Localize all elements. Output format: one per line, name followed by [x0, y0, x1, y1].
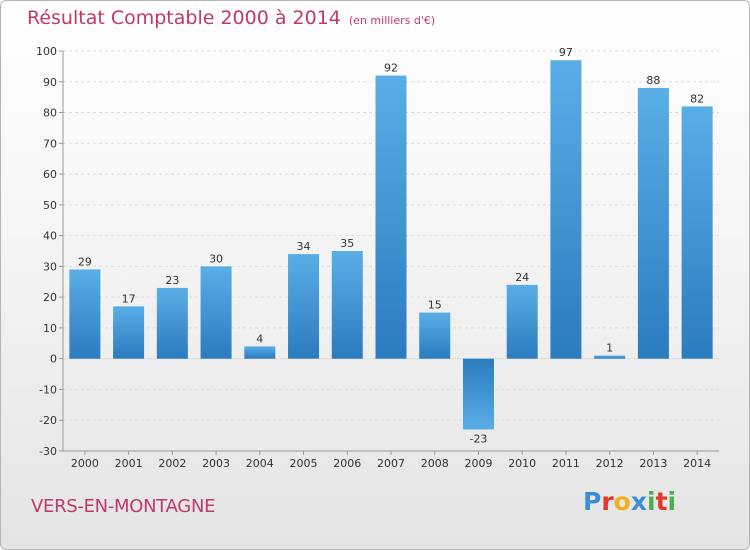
y-tick-label: -10	[39, 383, 57, 396]
data-label: 17	[122, 292, 136, 305]
bar	[375, 75, 407, 359]
bar	[681, 106, 713, 359]
x-tick-label: 2004	[246, 457, 274, 470]
x-tick-label: 2005	[290, 457, 318, 470]
x-tick-label: 2009	[464, 457, 492, 470]
proxiti-logo[interactable]: Proxiti	[583, 487, 676, 516]
y-tick-label: -30	[39, 445, 57, 458]
y-tick-labels: -30 -20 -10 0 10 20 30 40 50 60 70 80 90 100	[36, 45, 57, 458]
y-tick-label: 50	[43, 199, 57, 212]
x-tick-label: 2008	[421, 457, 449, 470]
data-label: 88	[646, 74, 660, 87]
bar	[594, 355, 626, 359]
data-label: 30	[209, 252, 223, 265]
data-label: 23	[165, 274, 179, 287]
y-tick-label: -20	[39, 414, 57, 427]
bar	[200, 266, 232, 359]
bars	[69, 60, 713, 430]
x-tick-label: 2014	[683, 457, 711, 470]
x-tick-label: 2006	[333, 457, 361, 470]
bar	[506, 284, 538, 359]
logo-letter: i	[647, 487, 656, 516]
data-labels: 29 17 23 30 4 34 35 92 15 -23 24 97 1 88 82	[78, 46, 704, 445]
data-label: 24	[515, 271, 529, 284]
y-tick-label: 20	[43, 291, 57, 304]
logo-letter: P	[583, 487, 602, 516]
commune-name: VERS-EN-MONTAGNE	[31, 496, 216, 517]
data-label: -23	[469, 432, 487, 445]
chart-subtitle: (en milliers d'€)	[348, 14, 436, 27]
data-label: 15	[428, 299, 442, 312]
bar	[331, 251, 363, 359]
bar	[244, 346, 276, 359]
x-tick-labels: 2000 2001 2002 2003 2004 2005 2006 2007 2008 2009…	[71, 457, 711, 470]
bar	[637, 87, 669, 359]
data-label: 29	[78, 255, 92, 268]
y-tick-label: 0	[50, 353, 57, 366]
chart-title: Résultat Comptable 2000 à 2014 (en millie…	[27, 7, 435, 29]
bar	[288, 254, 320, 359]
x-tick-label: 2002	[158, 457, 186, 470]
logo-letter: t	[655, 487, 668, 516]
y-tick-label: 10	[43, 322, 57, 335]
y-tick-label: 30	[43, 260, 57, 273]
bar	[113, 306, 145, 359]
data-label: 97	[559, 46, 573, 59]
x-tick-label: 2003	[202, 457, 230, 470]
axes	[59, 50, 719, 455]
y-tick-label: 80	[43, 107, 57, 120]
data-label: 1	[606, 342, 613, 355]
data-label: 82	[690, 92, 704, 105]
logo-letter: o	[613, 487, 631, 516]
bar	[69, 269, 101, 359]
data-label: 34	[297, 240, 311, 253]
data-label: 92	[384, 62, 398, 75]
x-tick-label: 2012	[596, 457, 624, 470]
data-label: 35	[340, 237, 354, 250]
bar	[550, 60, 582, 359]
bar	[156, 287, 188, 359]
logo-letter: i	[667, 487, 677, 516]
bar	[419, 312, 451, 359]
x-tick-label: 2001	[115, 457, 143, 470]
y-tick-label: 100	[36, 45, 57, 58]
gridlines	[63, 50, 719, 452]
x-tick-label: 2000	[71, 457, 99, 470]
title-text: Résultat Comptable 2000 à 2014	[27, 7, 341, 29]
logo-letter: r	[601, 487, 614, 516]
y-tick-label: 70	[43, 137, 57, 150]
y-tick-label: 60	[43, 168, 57, 181]
data-label: 4	[256, 332, 263, 345]
y-tick-label: 90	[43, 76, 57, 89]
x-tick-label: 2013	[639, 457, 667, 470]
bar	[462, 358, 494, 430]
x-tick-label: 2010	[508, 457, 536, 470]
y-tick-label: 40	[43, 230, 57, 243]
x-tick-label: 2011	[552, 457, 580, 470]
logo-letter: x	[630, 487, 647, 516]
x-tick-label: 2007	[377, 457, 405, 470]
